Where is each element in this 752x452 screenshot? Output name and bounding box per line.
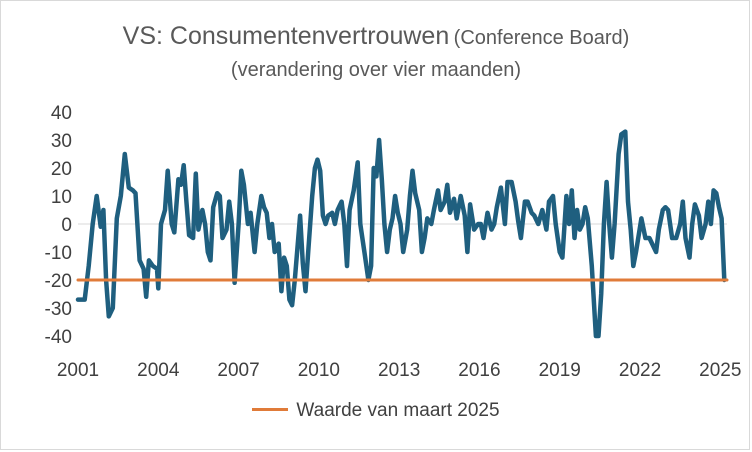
y-tick-label: 0 — [61, 215, 72, 236]
x-tick-label: 2007 — [217, 360, 259, 381]
y-tick-label: -20 — [45, 271, 72, 292]
x-tick-label: 2025 — [699, 360, 741, 381]
legend-swatch-orange — [252, 408, 289, 412]
chart-title-main: VS: Consumentenvertrouwen — [122, 22, 450, 50]
x-tick-label: 2016 — [458, 360, 500, 381]
legend: Waarde van maart 2025 — [0, 400, 752, 422]
y-tick-label: 40 — [51, 103, 72, 124]
y-tick-label: -40 — [45, 327, 72, 348]
x-tick-label: 2010 — [298, 360, 340, 381]
y-tick-label: 20 — [51, 159, 72, 180]
chart-subtitle: (verandering over vier maanden) — [230, 59, 522, 81]
y-tick-label: -30 — [45, 299, 72, 320]
y-axis-ticks: 40 30 20 10 0 -10 -20 -30 -40 — [45, 103, 72, 348]
x-tick-label: 2001 — [57, 360, 99, 381]
chart-title-source: (Conference Board) — [453, 27, 630, 49]
y-tick-label: -10 — [45, 243, 72, 264]
x-axis-ticks: 2001 2004 2007 2010 2013 2016 2019 2022 2025 — [57, 360, 742, 381]
series-line-confidence — [75, 129, 727, 339]
y-tick-label: 10 — [51, 187, 72, 208]
legend-label: Waarde van maart 2025 — [296, 400, 500, 421]
series-layer — [75, 129, 729, 339]
chart-title: VS: Consumentenvertrouwen (Conference Bo… — [0, 22, 752, 51]
x-tick-label: 2022 — [619, 360, 661, 381]
x-tick-label: 2013 — [378, 360, 420, 381]
y-tick-label: 30 — [51, 131, 72, 152]
x-tick-label: 2019 — [539, 360, 581, 381]
x-tick-label: 2004 — [137, 360, 180, 381]
